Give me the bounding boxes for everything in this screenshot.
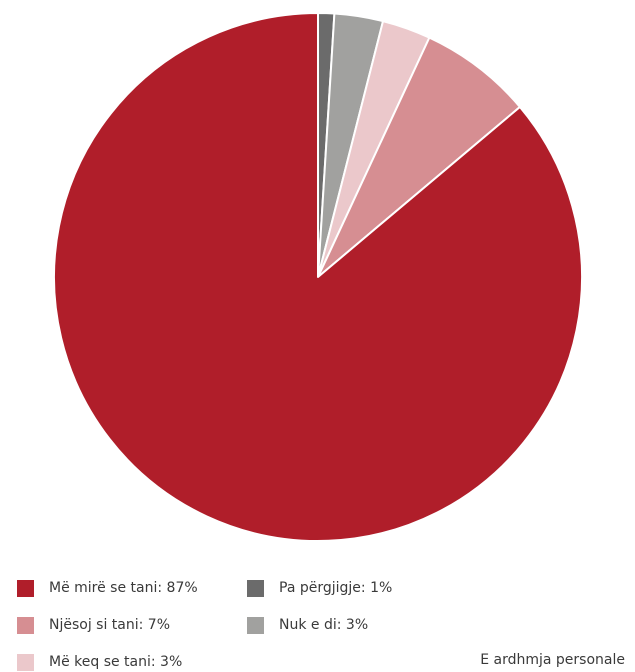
pie-chart bbox=[53, 12, 583, 542]
legend-swatch-better bbox=[17, 579, 34, 597]
legend-item-dont-know: Nuk e di: 3% bbox=[247, 615, 368, 635]
legend-swatch-same bbox=[17, 616, 34, 634]
chart-caption: E ardhmja personale bbox=[480, 652, 625, 668]
legend-label-better: Më mirë se tani: 87% bbox=[49, 580, 198, 596]
legend-swatch-worse bbox=[17, 653, 34, 671]
legend-item-worse: Më keq se tani: 3% bbox=[17, 652, 182, 672]
legend-label-worse: Më keq se tani: 3% bbox=[49, 654, 183, 670]
legend-swatch-no-answer bbox=[247, 579, 264, 597]
pie-slice-better bbox=[53, 12, 583, 542]
pie-slice-same bbox=[317, 36, 521, 278]
legend-swatch-dont-know bbox=[247, 616, 264, 634]
legend-item-no-answer: Pa përgjigje: 1% bbox=[247, 578, 392, 598]
legend-label-no-answer: Pa përgjigje: 1% bbox=[279, 580, 393, 596]
legend-label-same: Njësoj si tani: 7% bbox=[49, 617, 171, 633]
legend-item-same: Njësoj si tani: 7% bbox=[17, 615, 170, 635]
legend-label-dont-know: Nuk e di: 3% bbox=[279, 617, 369, 633]
legend-item-better: Më mirë se tani: 87% bbox=[17, 578, 198, 598]
